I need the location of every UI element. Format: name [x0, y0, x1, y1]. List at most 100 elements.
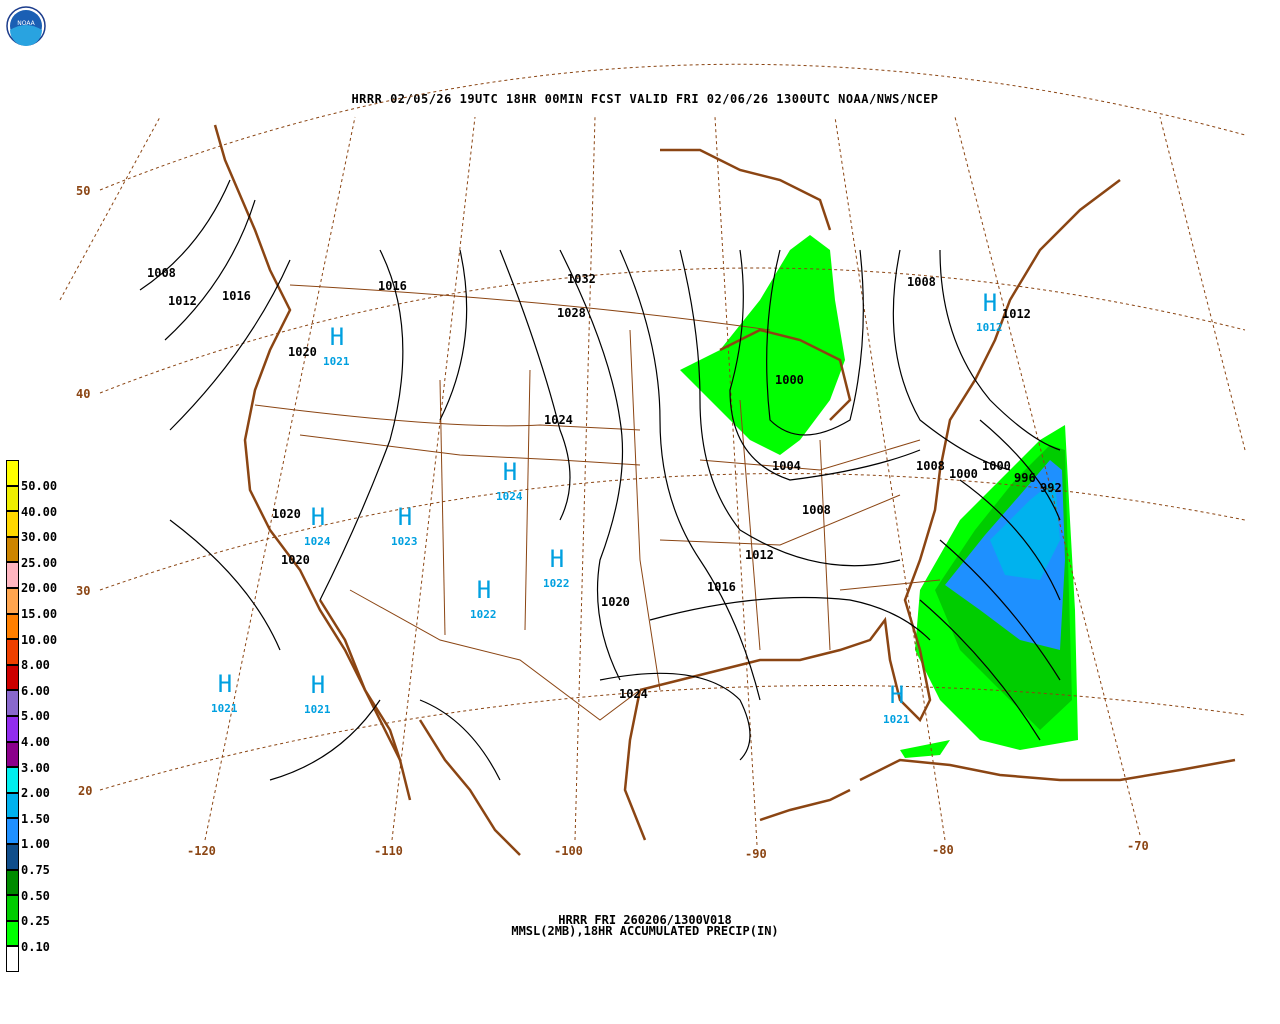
isobar-label: 1008 [147, 266, 176, 280]
legend-label: 10.00 [21, 632, 58, 647]
high-value: 1021 [883, 713, 910, 726]
latitude-labels: 50 40 30 20 [76, 184, 92, 798]
high-value: 1021 [323, 355, 350, 368]
legend-swatch [6, 460, 19, 486]
legend-swatch [6, 869, 19, 896]
lat-label: 30 [76, 584, 90, 598]
isobar-label: 1000 [949, 467, 978, 481]
high-value: 1024 [304, 535, 331, 548]
caption-line-1: HRRR FRI 260206/1300V018 [558, 913, 732, 927]
lon-label: -90 [745, 847, 767, 861]
isobar-label: 996 [1014, 471, 1036, 485]
legend-swatch [6, 946, 19, 972]
high-symbol: H [311, 671, 325, 699]
high-value: 1022 [470, 608, 497, 621]
high-pressure-center: H 1012 [976, 289, 1003, 334]
high-symbol: H [890, 681, 904, 709]
legend-swatch [6, 639, 19, 665]
high-value: 1024 [496, 490, 523, 503]
legend-label: 15.00 [21, 607, 58, 621]
map-title: HRRR 02/05/26 19UTC 18HR 00MIN FCST VALI… [351, 92, 939, 106]
caption-line-2: MMSL(2MB),18HR ACCUMULATED PRECIP(IN) [511, 924, 779, 938]
isobar-label: 1000 [982, 459, 1011, 473]
precipitation-overlay [680, 235, 1078, 758]
isobar-label: 1020 [272, 507, 301, 521]
high-symbol: H [550, 545, 564, 573]
high-pressure-center: H 1021 [211, 670, 238, 715]
legend-label: 3.00 [21, 760, 50, 775]
high-pressure-center: H 1024 [304, 503, 331, 548]
isobar-label: 1024 [619, 687, 648, 701]
lat-label: 40 [76, 387, 90, 401]
legend-swatch [6, 767, 19, 793]
high-pressure-centers: H 1021 H 1024 H 1024 H 1023 H 1022 H 1022 H 1021 H 1021… [211, 289, 1003, 726]
legend-swatch [6, 844, 19, 870]
precip-florida-strip [900, 740, 950, 758]
isobar-label: 1024 [544, 413, 573, 427]
political-borders [254, 284, 941, 721]
high-symbol: H [983, 289, 997, 317]
longitude-labels: -120 -110 -100 -90 -80 -70 [187, 839, 1149, 861]
isobar-label: 1008 [802, 503, 831, 517]
lon-label: -80 [932, 843, 954, 857]
isobar-label: 1016 [707, 580, 736, 594]
noaa-logo: NOAA [6, 6, 46, 46]
logo-text: NOAA [17, 20, 35, 27]
legend-label: 40.00 [21, 504, 58, 519]
high-pressure-center: H 1022 [543, 545, 570, 590]
legend-swatch [6, 741, 19, 768]
legend-swatch [6, 895, 19, 921]
isobar-label: 1028 [557, 306, 586, 320]
high-value: 1021 [304, 703, 331, 716]
isobars [139, 179, 1061, 781]
legend-label: 5.00 [21, 709, 50, 724]
lat-label: 20 [78, 784, 92, 798]
legend-swatch [6, 485, 19, 512]
lon-label: -110 [374, 844, 403, 858]
isobar-label: 992 [1040, 481, 1062, 495]
legend-swatch [6, 588, 19, 614]
isobar-label: 1020 [281, 553, 310, 567]
high-symbol: H [330, 323, 344, 351]
legend-label: 4.00 [21, 735, 50, 749]
legend-label: 0.10 [21, 939, 50, 954]
lat-lon-grid [59, 63, 1246, 846]
legend-label: 20.00 [21, 581, 58, 596]
legend-label: 1.00 [21, 837, 50, 852]
lat-label: 50 [76, 184, 90, 198]
legend-swatch [6, 562, 19, 588]
isobar-label: 1012 [745, 548, 774, 562]
isobar-label: 1000 [775, 373, 804, 387]
legend-label: 6.00 [21, 683, 50, 698]
legend-swatch [6, 792, 19, 819]
legend-label: 8.00 [21, 658, 50, 673]
isobar-label: 1008 [907, 275, 936, 289]
isobar-label: 1008 [916, 459, 945, 473]
high-value: 1021 [211, 702, 238, 715]
high-symbol: H [311, 503, 325, 531]
isobar-label: 1004 [772, 459, 801, 473]
high-pressure-center: H 1021 [304, 671, 331, 716]
isobar-label: 1016 [378, 279, 407, 293]
coastlines [213, 124, 1236, 856]
high-pressure-center: H 1022 [470, 576, 497, 621]
high-pressure-center: H 1021 [883, 681, 910, 726]
high-symbol: H [398, 503, 412, 531]
high-symbol: H [477, 576, 491, 604]
lon-label: -100 [554, 844, 583, 858]
isobar-label: 1012 [1002, 307, 1031, 321]
high-symbol: H [218, 670, 232, 698]
isobar-label: 1020 [601, 595, 630, 609]
legend-label: 50.00 [21, 479, 58, 493]
isobar-label: 1016 [222, 289, 251, 303]
legend-label: 30.00 [21, 530, 58, 545]
isobar-label: 1020 [288, 345, 317, 359]
high-value: 1022 [543, 577, 570, 590]
legend-label: 0.75 [21, 863, 50, 877]
lon-label: -120 [187, 844, 216, 858]
legend-label: 1.50 [21, 811, 50, 826]
high-pressure-center: H 1024 [496, 458, 523, 503]
high-pressure-center: H 1021 [323, 323, 350, 368]
isobar-label: 1012 [168, 294, 197, 308]
